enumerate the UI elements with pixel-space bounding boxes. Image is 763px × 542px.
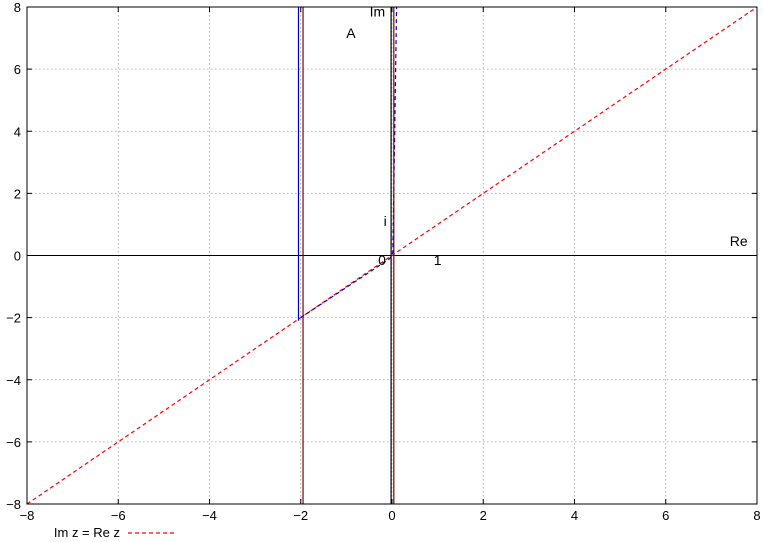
annotation-label: A: [346, 25, 356, 41]
x-tick-label: −4: [202, 508, 217, 523]
y-tick-label: 8: [14, 0, 21, 15]
y-tick-label: 4: [14, 124, 21, 139]
y-tick-label: −8: [6, 497, 21, 512]
x-tick-label: −6: [111, 508, 126, 523]
annotation-label: i: [384, 213, 387, 229]
x-tick-label: 4: [571, 508, 578, 523]
y-tick-label: 0: [14, 249, 21, 264]
y-tick-label: −4: [6, 373, 21, 388]
series-line-0: [26, 6, 758, 505]
y-tick-label: 6: [14, 62, 21, 77]
x-tick-label: 8: [753, 508, 760, 523]
annotation-label: 0: [378, 252, 386, 268]
legend-label: Im z = Re z: [54, 525, 120, 540]
y-tick-label: −2: [6, 311, 21, 326]
x-tick-label: 0: [388, 508, 395, 523]
y-tick-label: −6: [6, 435, 21, 450]
x-tick-label: −8: [20, 508, 35, 523]
y-tick-label: 2: [14, 186, 21, 201]
annotation-label: 1: [434, 252, 442, 268]
plot-border: [26, 6, 758, 505]
annotation-label: Im: [370, 3, 386, 19]
x-tick-label: 6: [662, 508, 669, 523]
x-tick-label: −2: [293, 508, 308, 523]
annotation-label: Re: [730, 233, 748, 249]
x-tick-label: 2: [480, 508, 487, 523]
